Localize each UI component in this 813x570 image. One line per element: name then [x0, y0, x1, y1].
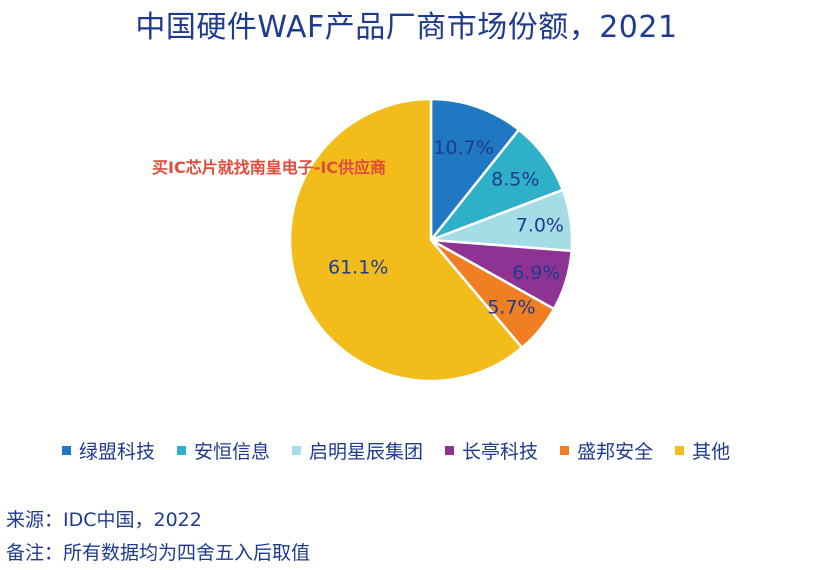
slice-label-3: 7.0%	[516, 214, 564, 236]
footnote: 备注：所有数据均为四舍五入后取值	[6, 542, 311, 564]
watermark-text: 买IC芯片就找南皇电子-IC供应商	[152, 158, 387, 177]
legend-swatch	[177, 446, 187, 455]
source-note: 来源：IDC中国，2022	[6, 509, 202, 531]
legend-item-1: 绿盟科技	[62, 437, 155, 464]
pie-slice-6	[288, 97, 524, 383]
pie-slice-1	[429, 97, 521, 244]
legend-label: 其他	[692, 441, 731, 463]
legend-swatch	[445, 446, 455, 455]
pie-chart: 10.7% 8.5% 7.0% 6.9% 5.7% 61.1%	[288, 97, 574, 383]
legend-label: 盛邦安全	[577, 441, 654, 463]
legend-item-4: 长亭科技	[445, 437, 538, 464]
legend-swatch	[62, 446, 71, 455]
legend-item-3: 启明星辰集团	[292, 437, 423, 464]
legend-label: 绿盟科技	[79, 441, 156, 463]
slice-label-4: 6.9%	[512, 262, 560, 284]
legend-label: 长亭科技	[462, 441, 539, 463]
slice-label-6: 61.1%	[328, 257, 388, 279]
slice-label-2: 8.5%	[491, 168, 539, 190]
legend-swatch	[675, 446, 685, 455]
legend-label: 启明星辰集团	[309, 441, 424, 463]
legend: 绿盟科技 安恒信息 启明星辰集团 长亭科技 盛邦安全 其他	[62, 437, 813, 464]
legend-swatch	[560, 446, 570, 455]
legend-item-6: 其他	[675, 437, 730, 464]
slice-label-5: 5.7%	[487, 296, 535, 318]
legend-label: 安恒信息	[194, 441, 271, 463]
legend-item-5: 盛邦安全	[560, 437, 653, 464]
chart-title: 中国硬件WAF产品厂商市场份额，2021	[135, 10, 678, 45]
legend-swatch	[292, 446, 302, 455]
slice-label-1: 10.7%	[433, 137, 493, 159]
legend-item-2: 安恒信息	[177, 437, 270, 464]
